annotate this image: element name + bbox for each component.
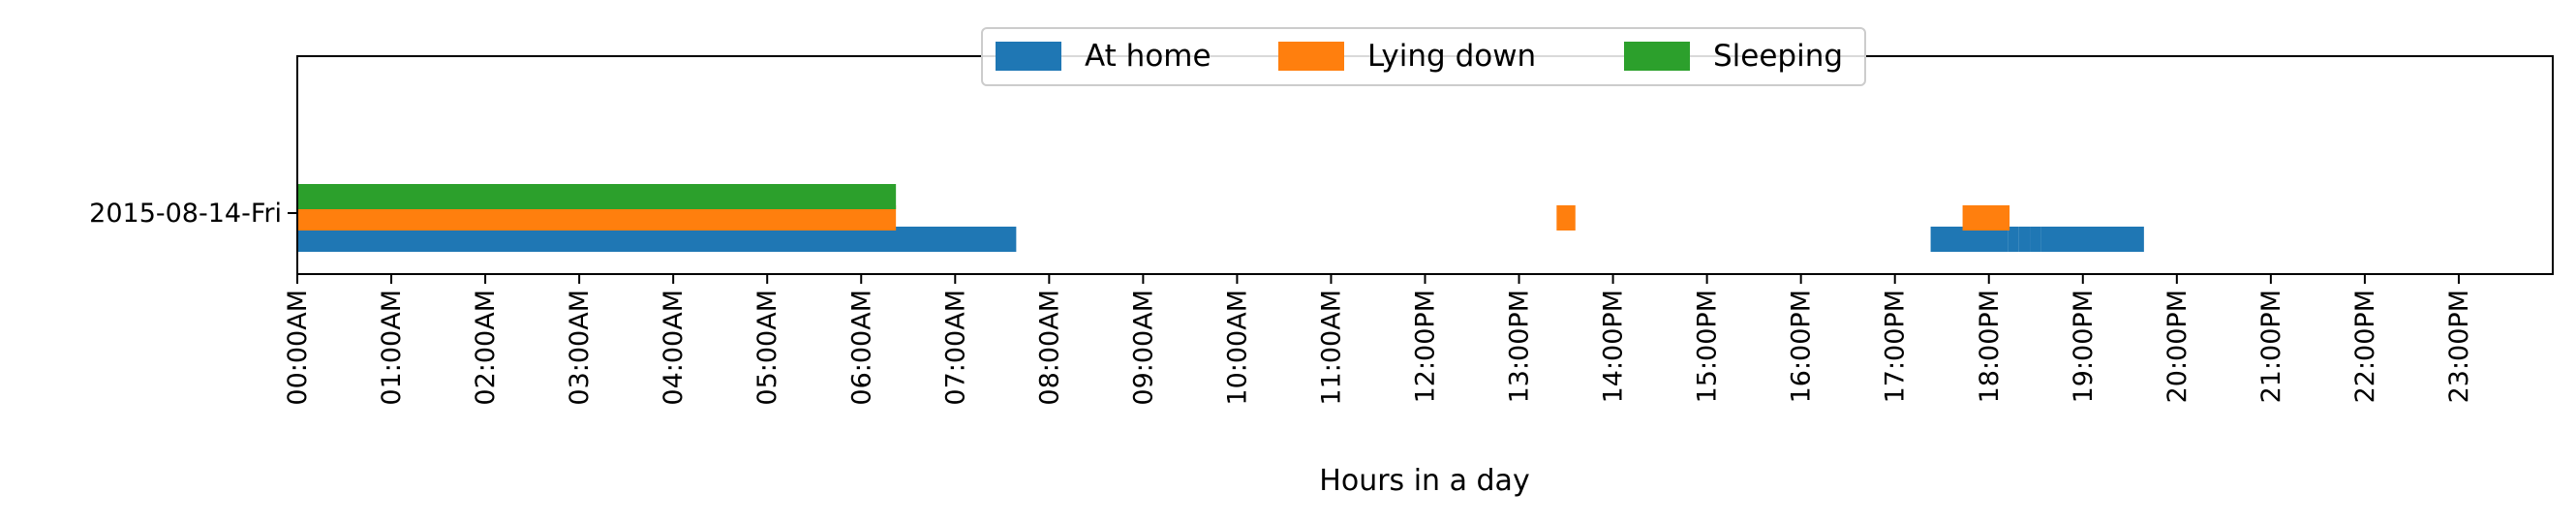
legend-label-sleeping: Sleeping	[1713, 39, 1843, 74]
x-tick-label: 02:00AM	[471, 290, 501, 406]
x-tick-label: 08:00AM	[1034, 290, 1064, 406]
legend-swatch-at-home	[996, 42, 1061, 71]
x-tick-label: 14:00PM	[1599, 290, 1629, 403]
x-tick-label: 20:00PM	[2162, 290, 2193, 403]
x-axis-label: Hours in a day	[1319, 464, 1529, 498]
y-tick-label: 2015-08-14-Fri	[89, 199, 282, 229]
bar-at-home-2	[2008, 227, 2019, 252]
legend-swatch-lying-down	[1278, 42, 1344, 71]
bar-lying-down-0	[297, 205, 897, 231]
x-tick-label: 04:00AM	[659, 290, 689, 406]
x-tick-label: 03:00AM	[565, 290, 595, 406]
y-axis: 2015-08-14-Fri	[89, 199, 297, 229]
x-tick-label: 00:00AM	[283, 290, 313, 406]
x-tick-label: 17:00PM	[1881, 290, 1911, 403]
legend-swatch-sleeping	[1624, 42, 1690, 71]
x-tick-label: 23:00PM	[2444, 290, 2474, 403]
x-tick-label: 06:00AM	[846, 290, 876, 406]
bar-at-home-4	[2030, 227, 2041, 252]
x-tick-label: 21:00PM	[2256, 290, 2286, 403]
bar-at-home-3	[2018, 227, 2031, 252]
x-tick-label: 12:00PM	[1411, 290, 1441, 403]
bars-layer	[297, 184, 2144, 252]
bar-at-home-5	[2040, 227, 2144, 252]
bar-lying-down-2	[1962, 205, 2010, 231]
x-tick-label: 13:00PM	[1505, 290, 1535, 403]
x-tick-label: 22:00PM	[2350, 290, 2380, 403]
bar-sleeping-0	[297, 184, 897, 209]
bar-at-home-1	[1930, 227, 2009, 252]
x-tick-label: 01:00AM	[377, 290, 407, 406]
legend-label-lying-down: Lying down	[1367, 39, 1536, 74]
legend-label-at-home: At home	[1085, 39, 1211, 74]
bar-lying-down-1	[1556, 205, 1576, 231]
x-tick-label: 18:00PM	[1975, 290, 2005, 403]
x-tick-label: 05:00AM	[752, 290, 782, 406]
bar-at-home-0	[297, 227, 1017, 252]
x-axis: 00:00AM 01:00AM 02:00AM 03:00AM 04:00AM 05:00…	[283, 274, 2474, 406]
x-tick-label: 11:00AM	[1316, 290, 1346, 406]
x-tick-label: 19:00PM	[2069, 290, 2099, 403]
legend: At home Lying down Sleeping	[981, 27, 1866, 86]
x-tick-label: 15:00PM	[1693, 290, 1723, 403]
x-tick-label: 09:00AM	[1128, 290, 1158, 406]
x-tick-label: 10:00AM	[1222, 290, 1252, 406]
x-tick-label: 16:00PM	[1787, 290, 1817, 403]
x-tick-label: 07:00AM	[940, 290, 970, 406]
